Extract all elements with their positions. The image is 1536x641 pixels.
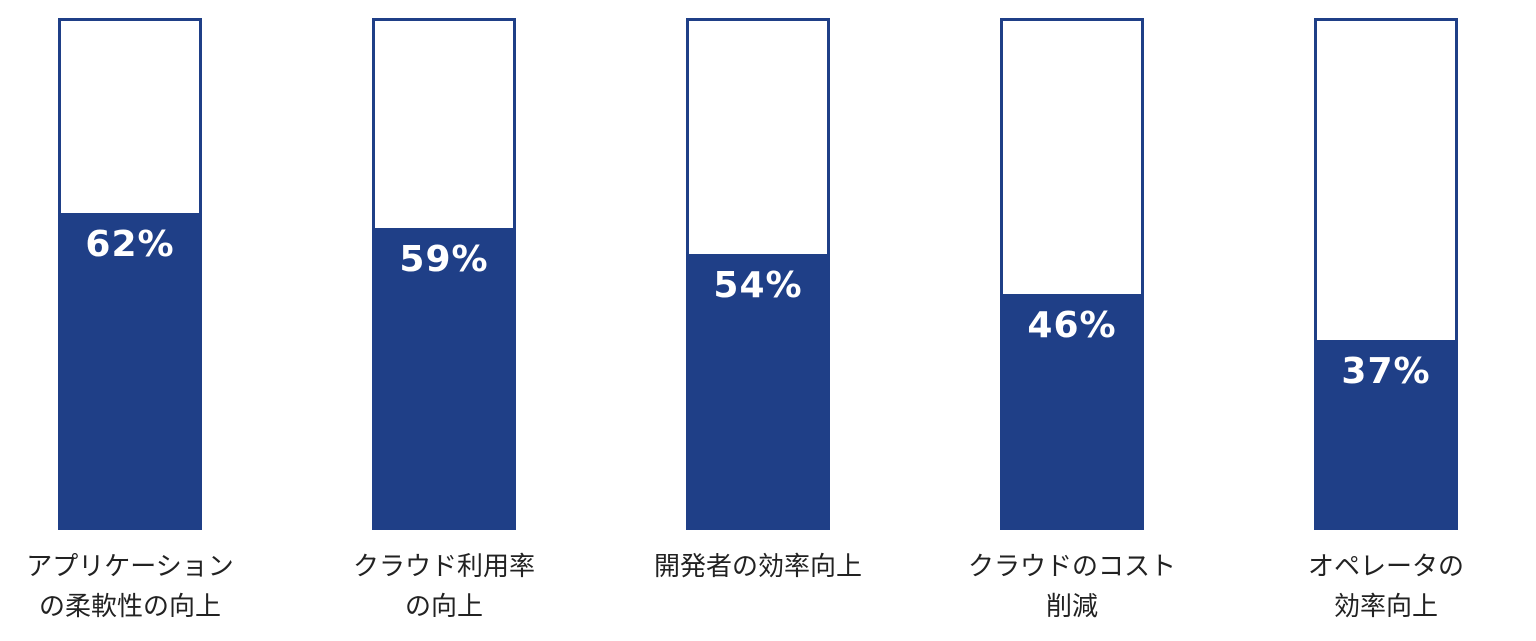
bar-column: 46% クラウドのコスト 削減	[927, 0, 1187, 641]
bar-fill: 62%	[61, 213, 199, 527]
bar-value-label: 62%	[85, 224, 175, 265]
bar-outline: 62%	[58, 18, 202, 530]
category-label: クラウド利用率 の向上	[352, 552, 535, 622]
bar-outline: 46%	[1000, 18, 1144, 530]
bar-value-label: 59%	[399, 239, 489, 280]
bar-outline: 54%	[686, 18, 830, 530]
bar-column: 54% 開発者の効率向上	[613, 0, 873, 641]
bar-column: 37% オペレータの 効率向上	[1241, 0, 1501, 641]
category-label: アプリケーション の柔軟性の向上	[26, 552, 234, 622]
bar-fill: 54%	[689, 254, 827, 527]
bar-outline: 59%	[372, 18, 516, 530]
category-label: クラウドのコスト 削減	[967, 552, 1176, 622]
bar-column: 59% クラウド利用率 の向上	[299, 0, 559, 641]
bar-value-label: 37%	[1341, 351, 1431, 392]
category-label: オペレータの 効率向上	[1307, 552, 1464, 622]
bar-fill: 37%	[1317, 340, 1455, 527]
bar-value-label: 54%	[713, 265, 803, 306]
bar-outline: 37%	[1314, 18, 1458, 530]
bar-fill: 46%	[1003, 294, 1141, 527]
bar-fill: 59%	[375, 228, 513, 527]
bar-value-label: 46%	[1027, 305, 1117, 346]
category-label: 開発者の効率向上	[653, 552, 862, 582]
bar-column: 62% アプリケーション の柔軟性の向上	[0, 0, 245, 641]
